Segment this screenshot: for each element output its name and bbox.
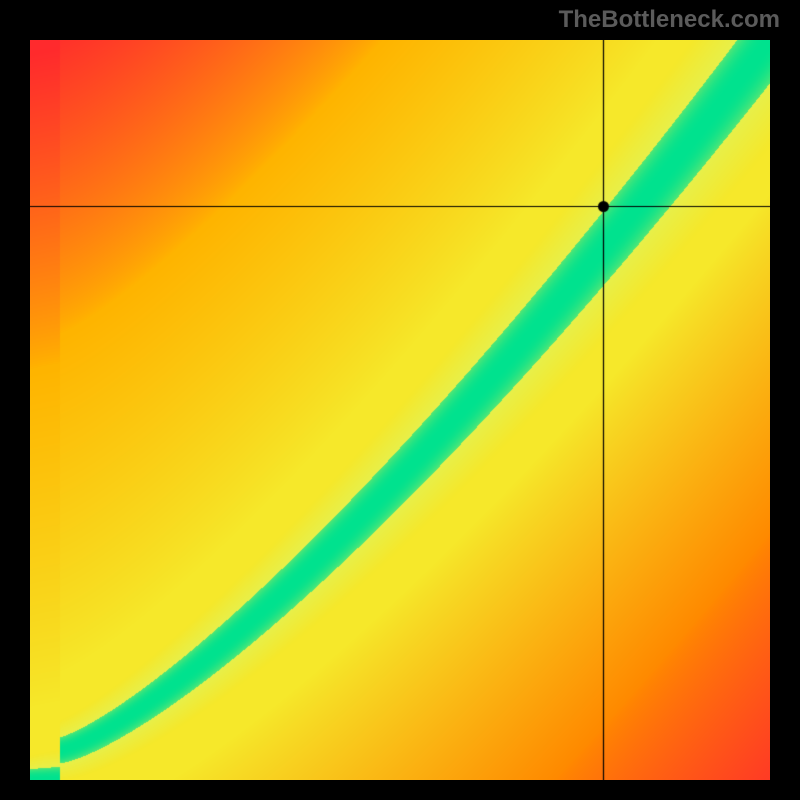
chart-container: TheBottleneck.com <box>0 0 800 800</box>
bottleneck-heatmap <box>30 40 770 780</box>
watermark-text: TheBottleneck.com <box>559 6 780 34</box>
